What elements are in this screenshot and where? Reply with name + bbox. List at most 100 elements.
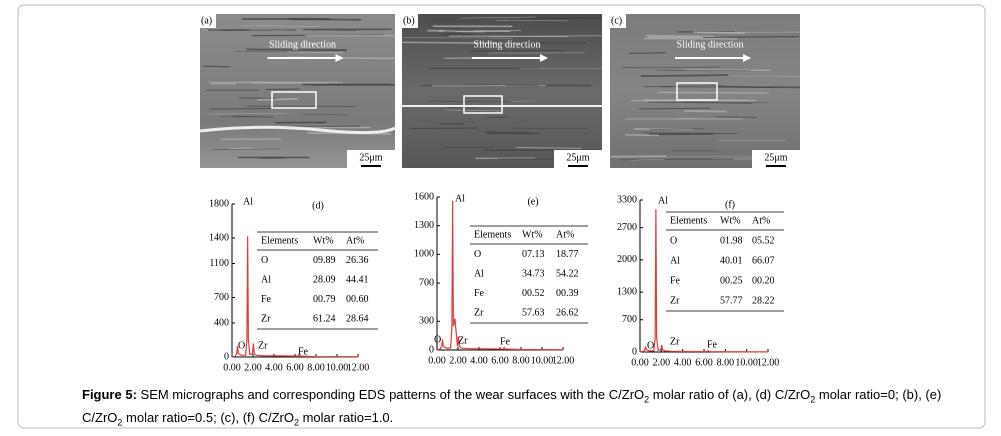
spectrum (639, 209, 769, 353)
wear-track (286, 51, 343, 54)
x-tick-label: 8.00 (307, 362, 325, 373)
table-cell: 18.77 (556, 249, 579, 260)
x-tick-label: 12.00 (552, 355, 575, 366)
x-tick-label: 6.00 (491, 355, 509, 366)
table-cell: 00.25 (720, 275, 743, 286)
wear-crack (199, 125, 396, 135)
y-tick-label: 400 (214, 317, 229, 328)
wear-track (519, 17, 603, 20)
arrow-head (540, 54, 548, 62)
table-cell: 26.36 (346, 255, 369, 266)
x-tick-label: 4.00 (470, 355, 488, 366)
spectrum (231, 236, 359, 358)
table-cell: 34.73 (522, 268, 545, 279)
chart-title: (e) (527, 196, 538, 207)
caption-text: molar ratio of (a), (d) C/ZrO (649, 387, 811, 402)
table-cell: O (474, 249, 481, 260)
wear-track (308, 29, 357, 31)
table-cell: O (670, 235, 677, 246)
table-cell: 00.60 (346, 294, 369, 305)
chart-title: (f) (725, 199, 735, 210)
wear-track (515, 146, 582, 149)
y-tick-label: 1400 (209, 232, 229, 243)
wear-track (628, 52, 666, 54)
x-tick-label: 0.00 (631, 357, 649, 368)
wear-track (208, 113, 288, 115)
sem-image (200, 14, 395, 168)
frame (17, 4, 986, 429)
sem-label-bg (200, 14, 216, 28)
table-cell: 40.01 (720, 255, 743, 266)
x-tick-label: 8.00 (717, 357, 735, 368)
table-cell: Zr (670, 295, 680, 306)
table-header: At% (752, 215, 770, 226)
wear-track (641, 132, 738, 134)
wear-track (251, 82, 303, 85)
wear-track (301, 114, 349, 116)
y-tick-label: 1000 (414, 249, 434, 260)
table-cell: 26.62 (556, 307, 579, 318)
table-cell: Fe (474, 288, 485, 299)
sliding-direction: Sliding direction (474, 39, 541, 50)
x-tick-label: 10.00 (531, 355, 554, 366)
wear-track (648, 133, 714, 136)
caption-sub: 2 (293, 417, 299, 428)
x-tick-label: 4.00 (674, 357, 692, 368)
table-header: At% (556, 229, 574, 240)
peak-label: Fe (500, 336, 511, 347)
caption-sub: 2 (117, 417, 123, 428)
table-cell: 61.24 (313, 313, 336, 324)
y-tick-label: 1800 (209, 198, 229, 209)
table-cell: 05.52 (752, 235, 775, 246)
wear-track (684, 110, 727, 113)
table-cell: 28.22 (752, 295, 775, 306)
wear-track (444, 29, 475, 32)
wear-track (238, 97, 277, 99)
x-tick-label: 12.00 (347, 362, 370, 373)
table-header: Wt% (522, 229, 543, 240)
wear-track (446, 109, 503, 112)
caption-text: molar ratio=0.5; (c), (f) C/ZrO (122, 409, 294, 425)
wear-track (486, 116, 509, 118)
wear-track (210, 107, 278, 110)
wear-track (630, 159, 665, 161)
x-tick-label: 10.00 (326, 362, 349, 373)
y-tick-label: 1100 (209, 258, 229, 269)
scale-bg (554, 150, 602, 168)
spectrum (436, 200, 564, 351)
table-cell: 00.39 (556, 288, 579, 299)
sem-image (402, 14, 602, 168)
wear-track (443, 146, 494, 149)
sliding-direction: Sliding direction (677, 39, 744, 50)
sem-label: (b) (403, 15, 415, 26)
table-header: Elements (261, 235, 298, 246)
y-tick-label: 1300 (617, 286, 637, 297)
peak-label: Zr (458, 335, 468, 346)
table-cell: 28.64 (346, 313, 369, 324)
y-tick-label: 700 (622, 314, 637, 325)
wear-track (657, 91, 769, 94)
sem-label: (a) (201, 15, 212, 26)
wear-track (625, 134, 659, 137)
y-tick-label: 1300 (414, 220, 434, 231)
table-header: Wt% (313, 235, 334, 246)
wear-track (256, 98, 298, 101)
x-tick-label: 6.00 (695, 357, 713, 368)
peak-label: Fe (707, 339, 718, 350)
table-cell: Zr (261, 313, 271, 324)
y-tick-label: 700 (419, 277, 434, 288)
wear-track (715, 116, 758, 118)
caption-label: Figure 5: (82, 387, 137, 402)
x-tick-label: 0.00 (428, 355, 446, 366)
sem-label-bg (610, 14, 626, 28)
selection-box (463, 95, 503, 114)
y-tick-label: 300 (419, 316, 434, 327)
wear-track (512, 127, 587, 130)
wear-track (685, 69, 771, 72)
peak-label: Al (243, 196, 253, 207)
table-cell: 00.52 (522, 288, 545, 299)
wear-track (621, 66, 721, 68)
y-tick-label: 2000 (617, 254, 637, 265)
table-cell: Fe (670, 275, 681, 286)
arrow-head (335, 54, 344, 62)
